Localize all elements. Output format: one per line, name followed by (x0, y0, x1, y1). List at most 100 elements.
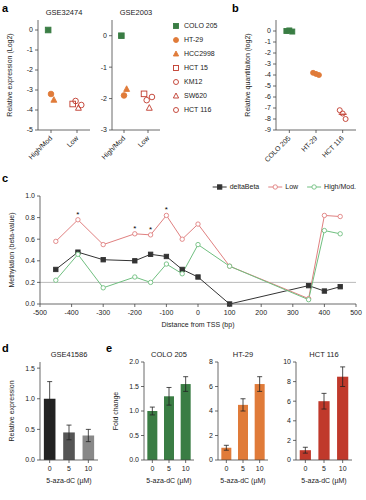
legend-marker (174, 66, 179, 71)
y-tick (37, 398, 40, 399)
x-tick (40, 304, 41, 307)
x-tick (198, 304, 199, 307)
point (73, 98, 79, 104)
title: HCT 116 (309, 350, 338, 359)
legend-marker (174, 108, 179, 113)
x-tick (77, 130, 78, 133)
y-tick-label: -4 (27, 106, 33, 113)
y-tick (293, 440, 296, 441)
y-tick (273, 86, 276, 87)
legend-label: HT-29 (184, 36, 203, 43)
error-stem (69, 425, 70, 440)
error-stem (169, 387, 170, 405)
y-tick-label: 0 (29, 26, 33, 33)
y-tick-label: 1.0 (129, 407, 139, 414)
legend-marker (312, 185, 316, 189)
point (306, 283, 310, 287)
y-tick-label: 4 (209, 407, 213, 414)
x-tick (134, 304, 135, 307)
x-label: 5-aza-dC (µM) (220, 477, 265, 485)
x-tick (324, 460, 325, 463)
point (119, 33, 125, 39)
x-tick (305, 460, 306, 463)
point (148, 280, 152, 284)
point (133, 259, 137, 263)
y-tick-label: 10 (283, 358, 291, 365)
y-tick (293, 460, 296, 461)
y-tick-label: 1.5 (129, 383, 139, 390)
point (338, 214, 342, 218)
y-tick (215, 386, 218, 387)
y-tick-label: 0.0 (129, 456, 139, 463)
y-tick-label: 0.5 (25, 426, 35, 433)
bar (255, 384, 265, 460)
point (101, 258, 105, 262)
point (146, 105, 152, 111)
y-tick (273, 108, 276, 109)
panel: 0-1-2-3-4-5High/ModLowGSE32474Relative e… (2, 2, 218, 161)
y-tick (215, 362, 218, 363)
y-tick (37, 368, 40, 369)
y-tick (293, 401, 296, 402)
y-label: Methylation (beta-value) (8, 212, 16, 287)
significance-mark: * (149, 225, 152, 234)
error-cap (47, 381, 52, 382)
y-tick (37, 460, 40, 461)
y-tick-label: -1 (101, 64, 107, 71)
point (144, 97, 150, 103)
panel: 02468100510HCT 1165-aza-dC (µM) (283, 350, 352, 485)
point (196, 242, 200, 246)
y-tick-label: 0.0 (25, 300, 35, 307)
y-tick (273, 64, 276, 65)
point (48, 91, 54, 97)
point (101, 242, 105, 246)
y-label: Relative expression (8, 380, 16, 441)
point (164, 254, 168, 258)
y-tick (273, 97, 276, 98)
line (56, 252, 340, 304)
point (149, 94, 155, 100)
y-tick (215, 460, 218, 461)
y-tick-label: -3 (101, 126, 107, 133)
bar (318, 401, 329, 460)
y-tick-label: -3 (265, 60, 271, 67)
point (121, 93, 127, 99)
y-tick (35, 30, 38, 31)
x-tick (324, 304, 325, 307)
significance-mark: * (133, 224, 136, 233)
y-axis (112, 20, 113, 130)
x-tick-label: Low (136, 134, 151, 149)
x-tick (316, 130, 317, 133)
x-tick (69, 460, 70, 463)
error-bar (322, 393, 327, 409)
y-tick (35, 130, 38, 131)
x-tick (261, 304, 262, 307)
y-tick-label: 2.0 (129, 358, 139, 365)
point (196, 275, 200, 279)
error-cap (224, 445, 229, 446)
x-tick-label: -400 (65, 309, 79, 316)
point (343, 117, 348, 122)
error-cap (86, 429, 91, 430)
error-cap (67, 425, 72, 426)
error-cap (303, 453, 308, 454)
error-cap (257, 376, 262, 377)
y-tick-label: -8 (265, 115, 271, 122)
y-tick (273, 53, 276, 54)
y-tick-label: 0 (209, 456, 213, 463)
point (148, 252, 152, 256)
point (180, 272, 184, 276)
panel-label: b (232, 2, 239, 14)
panel-label: d (2, 342, 9, 354)
error-bar (340, 367, 345, 387)
point (180, 237, 184, 241)
y-tick-label: 1.0 (25, 395, 35, 402)
x-tick (243, 460, 244, 463)
y-tick (273, 130, 276, 131)
y-tick (37, 429, 40, 430)
x-tick-label: 5 (241, 465, 245, 472)
x-tick (356, 304, 357, 307)
legend-label: HCC2998 (184, 50, 215, 57)
point (78, 102, 84, 108)
title: GSE32474 (46, 8, 83, 17)
